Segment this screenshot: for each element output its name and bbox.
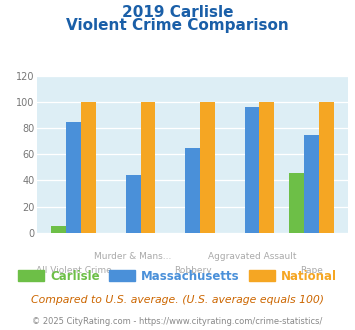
Text: Aggravated Assault: Aggravated Assault [208,252,296,261]
Text: Rape: Rape [300,266,323,275]
Text: 2019 Carlisle: 2019 Carlisle [122,5,233,20]
Bar [126,175,141,233]
Bar [66,122,81,233]
Bar [141,102,155,233]
Bar [304,135,319,233]
Bar [245,107,260,233]
Text: © 2025 CityRating.com - https://www.cityrating.com/crime-statistics/: © 2025 CityRating.com - https://www.city… [32,317,323,326]
Bar [200,102,215,233]
Bar [81,102,96,233]
Text: Murder & Mans...: Murder & Mans... [94,252,172,261]
Text: All Violent Crime: All Violent Crime [36,266,111,275]
Legend: Carlisle, Massachusetts, National: Carlisle, Massachusetts, National [13,265,342,287]
Bar [51,226,66,233]
Bar [260,102,274,233]
Bar [319,102,334,233]
Text: Compared to U.S. average. (U.S. average equals 100): Compared to U.S. average. (U.S. average … [31,295,324,305]
Text: Robbery: Robbery [174,266,211,275]
Bar [289,173,304,233]
Bar [185,148,200,233]
Text: Violent Crime Comparison: Violent Crime Comparison [66,18,289,33]
